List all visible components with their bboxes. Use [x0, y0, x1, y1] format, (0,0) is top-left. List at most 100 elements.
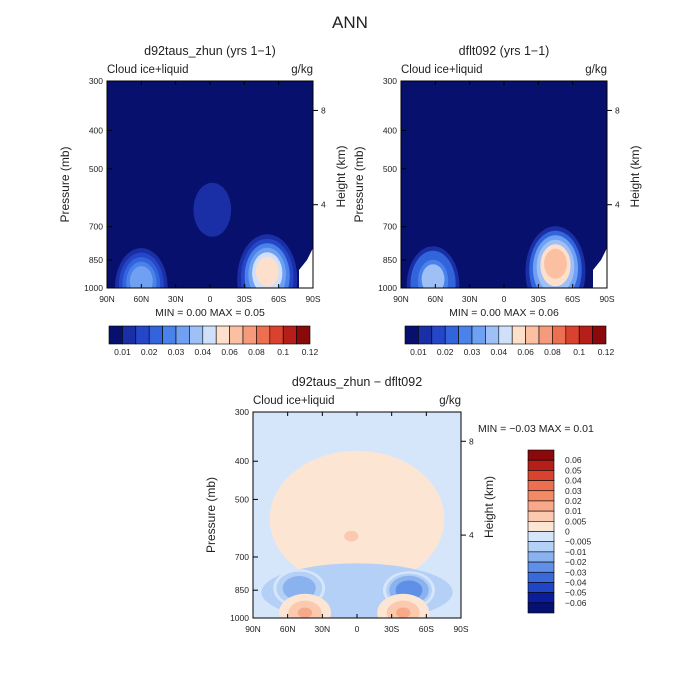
variable-label: Cloud ice+liquid: [107, 64, 189, 76]
colorbar-label: 0.12: [302, 347, 319, 357]
x-tick-label: 90S: [305, 294, 320, 304]
panel-title: d92taus_zhun − dflt092: [292, 375, 422, 389]
x-tick-label: 30N: [315, 624, 331, 634]
topography-mask: [593, 248, 607, 288]
colorbar-swatch: [527, 531, 555, 542]
colorbar-label: 0.02: [565, 496, 582, 506]
min-max-stats: MIN = 0.00 MAX = 0.05: [155, 307, 265, 319]
y-axis-title: Pressure (mb): [58, 146, 72, 222]
colorbar-swatch: [444, 325, 459, 345]
colorbar-swatch: [592, 325, 607, 345]
feature-2-level-7: [401, 584, 417, 596]
colorbar-label: 0.04: [565, 476, 582, 486]
x-tick-label: 90N: [99, 294, 115, 304]
y-tick-label: 400: [89, 125, 103, 135]
y-tick-label: 500: [89, 164, 103, 174]
y-tick-label: 1000: [84, 283, 103, 293]
colorbar-swatch: [527, 490, 555, 502]
x-tick-label: 30N: [462, 294, 478, 304]
y-tick-label: 850: [383, 255, 397, 265]
colorbar-swatch: [229, 325, 244, 345]
colorbar-swatch: [527, 561, 555, 573]
y-axis-title: Pressure (mb): [352, 146, 366, 222]
feature-1-level-7: [292, 582, 307, 594]
colorbar-swatch: [418, 325, 433, 345]
colorbar-label: 0.1: [573, 347, 585, 357]
x-tick-label: 90N: [393, 294, 409, 304]
colorbar-label: 0: [565, 527, 570, 537]
colorbar-swatch: [527, 510, 555, 522]
colorbar-swatch: [527, 592, 555, 604]
y-tick-label: 700: [89, 222, 103, 232]
colorbar-label: 0.04: [491, 347, 508, 357]
colorbar-label: 0.03: [168, 347, 185, 357]
colorbar-label: 0.02: [141, 347, 158, 357]
variable-label: Cloud ice+liquid: [253, 395, 335, 407]
y2-axis-title: Height (km): [334, 145, 348, 207]
y2-tick-label: 8: [321, 105, 326, 115]
colorbar-label: −0.06: [565, 598, 587, 608]
colorbar-swatch: [527, 582, 555, 593]
y-tick-label: 1000: [230, 613, 249, 623]
y-tick-label: 1000: [378, 283, 397, 293]
feature-4-level-7: [396, 607, 411, 618]
x-tick-label: 60S: [271, 294, 286, 304]
units-label: g/kg: [439, 395, 461, 407]
y-tick-label: 300: [235, 407, 249, 417]
colorbar-swatch: [135, 325, 150, 345]
contour-fill: [261, 450, 453, 618]
colorbar-swatch: [175, 325, 190, 345]
colorbar-swatch: [527, 480, 555, 492]
colorbar-swatch: [162, 325, 177, 345]
colorbar-label: 0.01: [114, 347, 131, 357]
colorbar-label: 0.06: [221, 347, 238, 357]
colorbar-label: −0.04: [565, 577, 587, 587]
feature-3-level-7: [204, 196, 221, 215]
colorbar-swatch: [527, 602, 555, 614]
figure-title: ANN: [332, 13, 368, 32]
colorbar-swatch: [242, 325, 257, 345]
x-tick-label: 60N: [428, 294, 444, 304]
y2-tick-label: 4: [615, 200, 620, 210]
x-tick-label: 60N: [280, 624, 296, 634]
colorbar-label: 0.05: [565, 465, 582, 475]
colorbar-label: 0.03: [464, 347, 481, 357]
feature-5-level-7: [344, 530, 359, 542]
units-label: g/kg: [585, 64, 607, 76]
x-tick-label: 90N: [245, 624, 261, 634]
colorbar-swatch: [189, 325, 204, 345]
colorbar-swatch: [527, 541, 555, 553]
y2-axis-title: Height (km): [482, 476, 496, 538]
colorbar: 0.01 0.02 0.03 0.04 0.06 0.08 0.1 0.12: [108, 325, 319, 357]
colorbar-swatch: [527, 571, 555, 583]
colorbar-swatch: [282, 325, 297, 345]
colorbar-swatch: [578, 325, 593, 345]
x-tick-label: 30S: [237, 294, 252, 304]
x-tick-label: 30S: [384, 624, 399, 634]
min-max-stats: MIN = −0.03 MAX = 0.01: [478, 423, 594, 435]
panel-1: d92taus_zhun (yrs 1−1) Cloud ice+liquid g/…: [58, 44, 348, 357]
x-tick-label: 30S: [531, 294, 546, 304]
panel-title: dflt092 (yrs 1−1): [459, 44, 550, 58]
colorbar: 0.060.050.040.030.020.010.0050−0.005−0.0…: [527, 449, 592, 614]
y2-tick-label: 8: [615, 105, 620, 115]
y-tick-label: 850: [235, 585, 249, 595]
colorbar-swatch: [498, 325, 513, 345]
units-label: g/kg: [291, 64, 313, 76]
y2-tick-label: 4: [469, 530, 474, 540]
y-tick-label: 500: [235, 494, 249, 504]
y2-tick-label: 4: [321, 200, 326, 210]
y-tick-label: 400: [235, 456, 249, 466]
colorbar-label: 0.02: [437, 347, 454, 357]
colorbar-swatch: [485, 325, 500, 345]
colorbar-swatch: [108, 325, 123, 345]
colorbar-swatch: [527, 470, 555, 481]
variable-label: Cloud ice+liquid: [401, 64, 483, 76]
panel-title: d92taus_zhun (yrs 1−1): [144, 44, 276, 58]
colorbar-swatch: [471, 325, 486, 345]
x-tick-label: 90S: [599, 294, 614, 304]
contour-fill: [111, 169, 298, 288]
min-max-stats: MIN = 0.00 MAX = 0.06: [449, 307, 559, 319]
colorbar-label: −0.01: [565, 547, 587, 557]
colorbar-label: −0.005: [565, 537, 592, 547]
